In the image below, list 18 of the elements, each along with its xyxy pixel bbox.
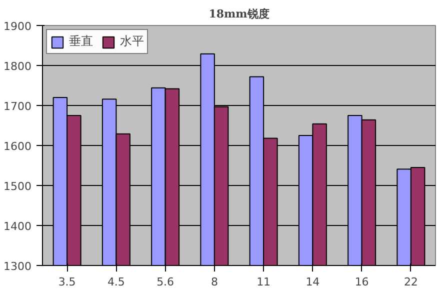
x-tick-label: 16	[354, 276, 369, 288]
x-tick-label: 5.6	[156, 276, 174, 288]
y-tick-label: 1500	[4, 180, 32, 193]
y-tick-label: 1900	[4, 20, 32, 33]
x-tick-label: 8	[210, 276, 218, 288]
y-tick-label: 1800	[4, 60, 32, 73]
x-tick-label: 4.5	[107, 276, 125, 288]
y-tick-label: 1400	[4, 220, 32, 233]
y-tick-label: 1600	[4, 140, 32, 153]
y-tick-label: 1700	[4, 100, 32, 113]
x-tick-label: 14	[306, 276, 320, 288]
x-tick-label: 11	[256, 276, 271, 288]
x-tick-label: 3.5	[58, 276, 76, 288]
legend-label: 水平	[120, 33, 144, 50]
legend-label: 垂直	[69, 33, 93, 50]
y-tick-label: 1300	[4, 260, 32, 273]
x-tick-label: 22	[404, 276, 418, 288]
chart-title: 18mm锐度	[208, 8, 270, 20]
